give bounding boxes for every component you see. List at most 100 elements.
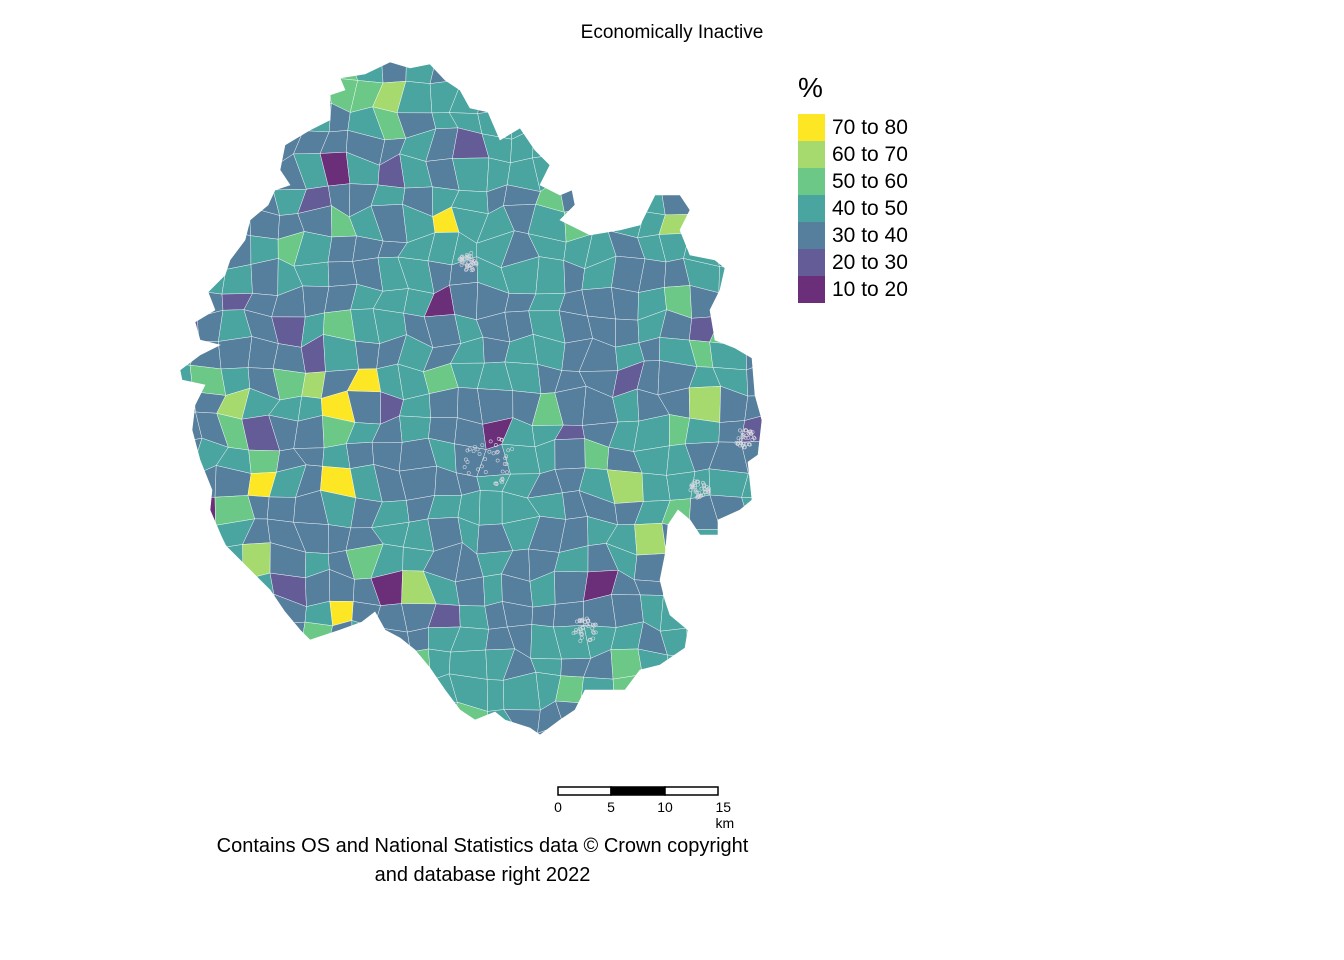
urban-ward xyxy=(493,443,498,447)
ward-polygon xyxy=(274,645,306,682)
ward-polygon xyxy=(180,472,190,499)
urban-ward xyxy=(475,447,480,452)
ward-polygon xyxy=(271,62,303,82)
ward-polygon xyxy=(718,266,740,294)
ward-polygon xyxy=(220,206,251,236)
urban-ward xyxy=(480,443,485,447)
urban-ward xyxy=(585,618,590,623)
legend-label: 70 to 80 xyxy=(832,115,908,139)
ward-polygon xyxy=(218,152,253,192)
urban-ward xyxy=(504,454,509,459)
ward-polygon xyxy=(632,74,672,114)
urban-ward xyxy=(741,435,746,440)
ward-polygon xyxy=(198,206,228,234)
ward-polygon xyxy=(761,599,762,631)
urban-ward xyxy=(690,484,695,489)
ward-polygon xyxy=(745,308,762,347)
ward-polygon xyxy=(764,207,797,241)
urban-ward xyxy=(471,261,476,266)
ward-polygon xyxy=(225,230,252,270)
ward-polygon xyxy=(605,74,639,111)
ward-polygon xyxy=(180,291,202,318)
ward-polygon xyxy=(477,77,510,114)
ward-polygon xyxy=(531,62,565,87)
ward-polygon xyxy=(764,184,799,212)
ward-polygon xyxy=(768,728,801,756)
ward-polygon xyxy=(188,496,216,526)
ward-polygon xyxy=(718,285,749,317)
urban-ward xyxy=(506,448,511,453)
ward-polygon xyxy=(245,62,278,81)
urban-ward xyxy=(702,485,707,490)
ward-polygon xyxy=(243,705,277,735)
ward-polygon xyxy=(508,102,534,140)
ward-polygon xyxy=(736,238,762,269)
ward-polygon xyxy=(180,680,200,706)
scale-tick: 15 km xyxy=(715,799,735,831)
urban-ward xyxy=(488,439,493,444)
ward-polygon xyxy=(710,697,742,735)
ward-polygon xyxy=(770,132,793,156)
ward-polygon xyxy=(191,729,229,735)
ward-polygon xyxy=(738,285,762,313)
ward-polygon xyxy=(685,133,714,162)
ward-polygon xyxy=(198,699,229,735)
ward-polygon xyxy=(271,103,304,135)
urban-ward xyxy=(699,493,704,498)
ward-polygon xyxy=(589,205,610,235)
ward-polygon xyxy=(669,62,694,78)
ward-polygon xyxy=(274,621,306,660)
urban-ward xyxy=(467,447,472,452)
urban-ward xyxy=(744,433,749,438)
urban-ward xyxy=(503,456,508,461)
ward-polygon xyxy=(298,621,333,659)
ward-polygon xyxy=(580,62,608,86)
ward-polygon xyxy=(407,627,429,653)
ward-polygon xyxy=(535,256,566,295)
ward-polygon xyxy=(221,62,247,79)
ward-polygon xyxy=(765,701,798,728)
ward-polygon xyxy=(605,62,638,80)
ward-polygon xyxy=(631,674,670,711)
ward-polygon xyxy=(194,152,229,192)
legend-label: 60 to 70 xyxy=(832,142,908,166)
ward-polygon xyxy=(739,548,762,581)
urban-areas xyxy=(457,251,757,643)
ward-polygons xyxy=(180,62,801,756)
ward-polygon xyxy=(684,417,720,445)
urban-ward xyxy=(473,261,478,265)
ward-polygon xyxy=(487,724,514,735)
ward-polygon xyxy=(738,260,762,290)
ward-polygon xyxy=(736,682,762,705)
ward-polygon xyxy=(688,656,719,686)
urban-ward xyxy=(692,481,697,486)
scale-tick: 10 xyxy=(657,799,673,815)
ward-polygon xyxy=(180,363,194,392)
ward-polygon xyxy=(557,62,591,87)
legend-swatch xyxy=(798,249,825,276)
ward-polygon xyxy=(483,573,503,607)
ward-polygon xyxy=(606,153,645,190)
ward-polygon xyxy=(248,449,281,474)
ward-polygon xyxy=(719,516,748,553)
ward-polygon xyxy=(768,475,796,499)
ward-polygon xyxy=(189,465,217,499)
ward-polygon xyxy=(631,698,665,729)
ward-polygon xyxy=(218,728,255,735)
ward-polygon xyxy=(188,75,223,104)
ward-polygon xyxy=(716,573,747,605)
legend-label: 10 to 20 xyxy=(832,277,908,301)
ward-polygon xyxy=(325,646,353,684)
ward-polygon xyxy=(555,107,589,134)
urban-ward xyxy=(464,267,469,271)
ward-polygon xyxy=(744,516,762,553)
ward-polygon xyxy=(709,205,737,240)
urban-ward xyxy=(706,486,711,491)
urban-ward xyxy=(693,488,698,492)
ward-polygon xyxy=(194,178,221,211)
ward-polygon xyxy=(765,518,796,552)
ward-polygon xyxy=(611,709,634,735)
ward-polygon xyxy=(579,109,616,134)
ward-polygon xyxy=(180,233,201,270)
urban-ward xyxy=(580,625,585,630)
